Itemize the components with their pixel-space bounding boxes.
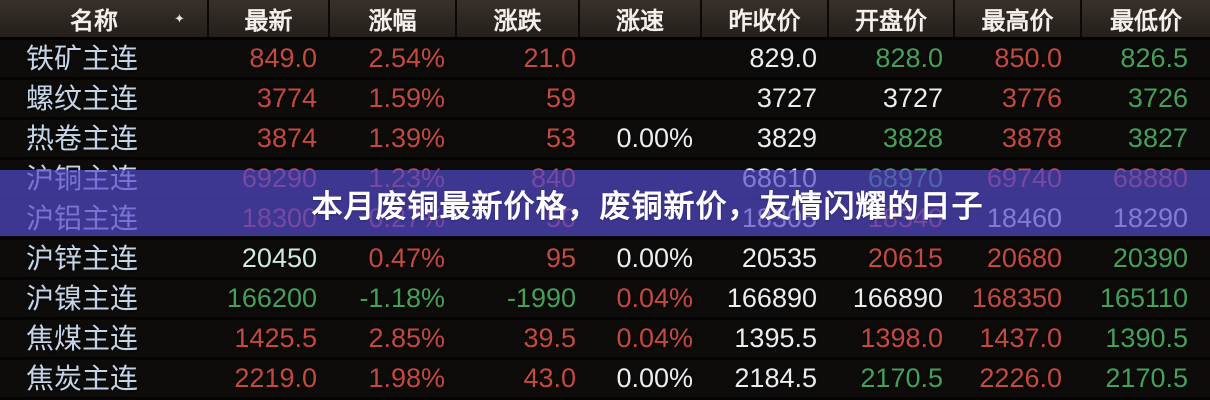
column-header-high[interactable]: 最高价 bbox=[953, 0, 1080, 37]
table-row[interactable]: 螺纹主连 3774 1.59% 59 3727 3727 3776 3726 bbox=[0, 80, 1210, 120]
cell-open: 3828 bbox=[882, 123, 943, 153]
cell-open: 166890 bbox=[852, 283, 943, 313]
promo-banner: 本月废铜最新价格，废铜新价，友情闪耀的日子 bbox=[0, 170, 1210, 236]
cell-chg: 21.0 bbox=[523, 43, 576, 73]
cell-chg: 59 bbox=[545, 83, 576, 113]
cell-open: 1398.0 bbox=[860, 323, 943, 353]
cell-pct: 2.54% bbox=[368, 43, 445, 73]
instrument-name: 沪镍主连 bbox=[26, 282, 139, 314]
instrument-name: 沪锌主连 bbox=[26, 242, 139, 274]
cell-prev: 1395.5 bbox=[734, 323, 817, 353]
column-label: 涨幅 bbox=[368, 8, 417, 35]
cell-chg: 39.5 bbox=[523, 323, 576, 353]
cell-low: 165110 bbox=[1099, 283, 1188, 313]
cell-pct: -1.18% bbox=[359, 283, 445, 313]
cell-open: 2170.5 bbox=[860, 363, 943, 393]
column-label: 昨收价 bbox=[728, 8, 801, 35]
cell-pct: 2.85% bbox=[368, 323, 445, 353]
cell-open: 20615 bbox=[867, 243, 943, 273]
table-row[interactable]: 沪镍主连 166200 -1.18% -1990 0.04% 166890 166890 16… bbox=[0, 280, 1210, 320]
instrument-name: 铁矿主连 bbox=[26, 42, 139, 74]
column-label: 最新 bbox=[244, 8, 293, 35]
cell-low: 826.5 bbox=[1120, 43, 1188, 73]
cell-latest: 3874 bbox=[256, 123, 317, 153]
cell-speed: 0.00% bbox=[616, 243, 693, 273]
cell-latest: 166200 bbox=[226, 283, 317, 313]
cell-prev: 2184.5 bbox=[734, 363, 817, 393]
column-header-name[interactable]: 名称 ✦ bbox=[0, 0, 207, 37]
cell-latest: 1425.5 bbox=[234, 323, 317, 353]
cell-latest: 20450 bbox=[241, 243, 317, 273]
banner-title: 本月废铜最新价格，废铜新价，友情闪耀的日子 bbox=[311, 188, 984, 224]
column-label: 名称 bbox=[70, 8, 118, 35]
cell-latest: 849.0 bbox=[249, 43, 317, 73]
cell-prev: 166890 bbox=[726, 283, 817, 313]
cell-low: 3827 bbox=[1127, 123, 1188, 153]
cell-high: 20680 bbox=[986, 243, 1062, 273]
cell-chg: 43.0 bbox=[523, 363, 576, 393]
cell-speed: 0.00% bbox=[616, 363, 693, 393]
cell-prev: 3727 bbox=[756, 83, 817, 113]
cell-pct: 1.98% bbox=[368, 363, 445, 393]
cell-speed: 0.04% bbox=[616, 323, 693, 353]
cell-open: 3727 bbox=[882, 83, 943, 113]
cell-chg: 95 bbox=[545, 243, 576, 273]
cell-open: 828.0 bbox=[875, 43, 943, 73]
cell-chg: 53 bbox=[545, 123, 576, 153]
table-row[interactable]: 焦煤主连 1425.5 2.85% 39.5 0.04% 1395.5 1398.0 1437… bbox=[0, 320, 1210, 360]
cell-low: 1390.5 bbox=[1105, 323, 1188, 353]
cell-pct: 1.59% bbox=[368, 83, 445, 113]
column-label: 涨速 bbox=[616, 8, 664, 35]
table-row[interactable]: 沪锌主连 20450 0.47% 95 0.00% 20535 20615 20680 2039… bbox=[0, 240, 1210, 280]
cell-low: 3726 bbox=[1127, 83, 1188, 113]
table-row[interactable]: 铁矿主连 849.0 2.54% 21.0 829.0 828.0 850.0 826.5 bbox=[0, 40, 1210, 80]
sort-icon[interactable]: ✦ bbox=[174, 10, 185, 26]
instrument-name: 热卷主连 bbox=[26, 122, 139, 154]
cell-prev: 829.0 bbox=[749, 43, 817, 73]
cell-high: 3776 bbox=[1001, 83, 1062, 113]
column-header-latest[interactable]: 最新 bbox=[207, 0, 328, 37]
cell-prev: 3829 bbox=[756, 123, 817, 153]
cell-high: 1437.0 bbox=[979, 323, 1062, 353]
column-header-pct[interactable]: 涨幅 bbox=[328, 0, 455, 37]
table-row[interactable]: 焦炭主连 2219.0 1.98% 43.0 0.00% 2184.5 2170.5 2226… bbox=[0, 360, 1210, 400]
column-label: 涨跌 bbox=[493, 8, 542, 35]
column-label: 开盘价 bbox=[855, 8, 927, 35]
cell-speed bbox=[578, 40, 700, 77]
cell-high: 168350 bbox=[971, 283, 1062, 313]
column-label: 最低价 bbox=[1110, 8, 1182, 35]
column-label: 最高价 bbox=[981, 8, 1054, 35]
cell-high: 850.0 bbox=[994, 43, 1062, 73]
cell-prev: 20535 bbox=[741, 243, 817, 273]
cell-latest: 2219.0 bbox=[234, 363, 317, 393]
cell-latest: 3774 bbox=[256, 83, 317, 113]
column-header-prev[interactable]: 昨收价 bbox=[700, 0, 827, 37]
instrument-name: 螺纹主连 bbox=[26, 82, 139, 114]
cell-low: 20390 bbox=[1112, 243, 1188, 273]
cell-high: 2226.0 bbox=[979, 363, 1062, 393]
instrument-name: 焦炭主连 bbox=[26, 362, 139, 394]
table-header: 名称 ✦ 最新 涨幅 涨跌 涨速 昨收价 开盘价 最高价 最低价 bbox=[0, 0, 1210, 40]
cell-speed bbox=[578, 80, 700, 117]
cell-low: 2170.5 bbox=[1105, 363, 1188, 393]
column-header-low[interactable]: 最低价 bbox=[1080, 0, 1210, 37]
cell-speed: 0.00% bbox=[616, 123, 693, 153]
column-header-open[interactable]: 开盘价 bbox=[827, 0, 953, 37]
cell-pct: 0.47% bbox=[368, 243, 445, 273]
table-row[interactable]: 热卷主连 3874 1.39% 53 0.00% 3829 3828 3878 3827 bbox=[0, 120, 1210, 160]
instrument-name: 焦煤主连 bbox=[26, 322, 139, 354]
cell-pct: 1.39% bbox=[368, 123, 445, 153]
cell-speed: 0.04% bbox=[616, 283, 693, 313]
column-header-speed[interactable]: 涨速 bbox=[578, 0, 700, 37]
column-header-chg[interactable]: 涨跌 bbox=[455, 0, 578, 37]
cell-chg: -1990 bbox=[506, 283, 576, 313]
cell-high: 3878 bbox=[1001, 123, 1062, 153]
